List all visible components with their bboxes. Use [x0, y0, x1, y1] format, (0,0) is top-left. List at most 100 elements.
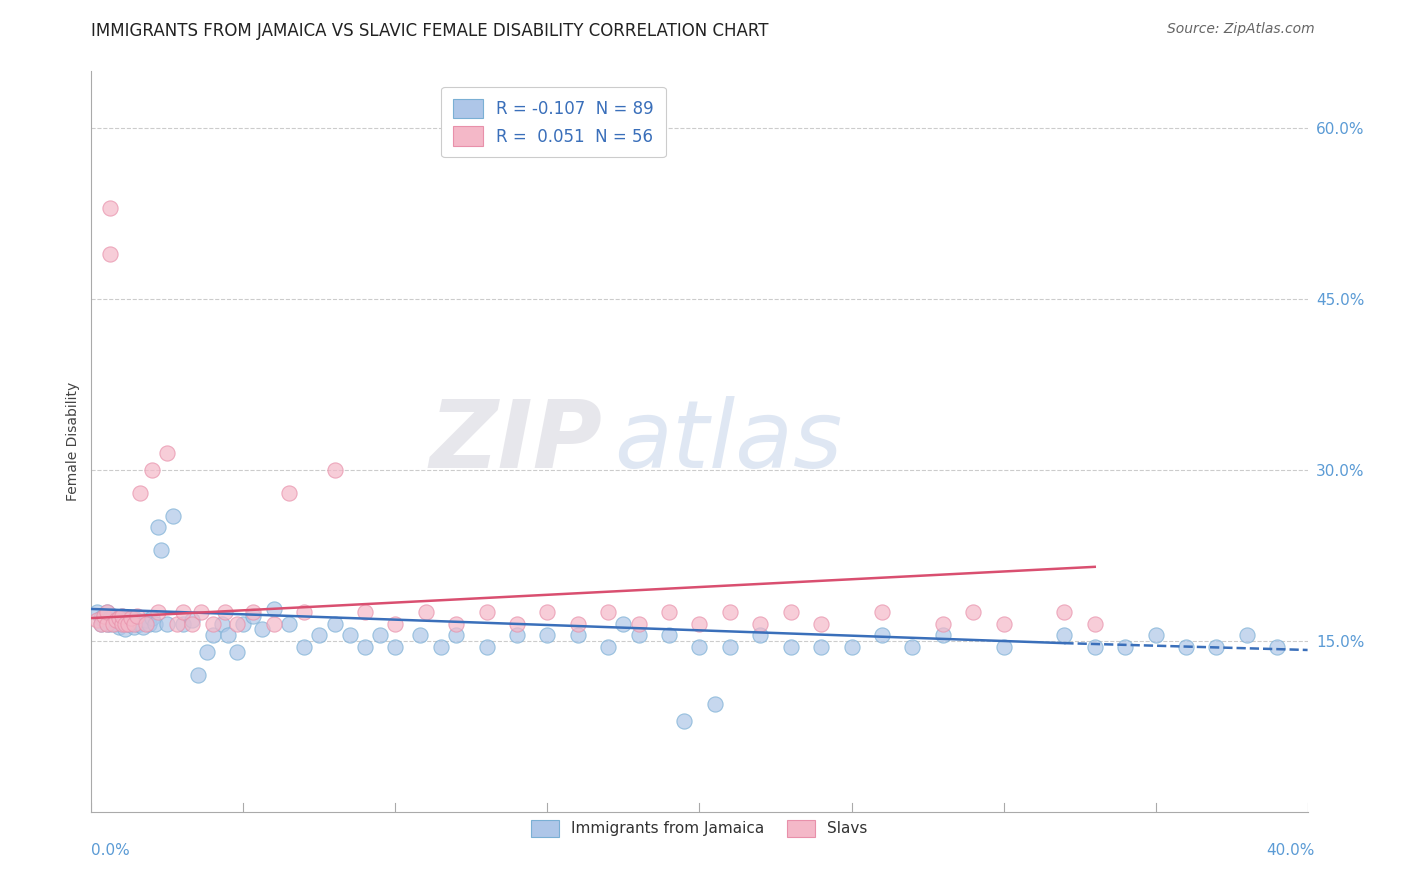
- Point: [263, 602, 285, 616]
- Point: [98, 246, 121, 260]
- Point: [250, 623, 273, 637]
- Point: [444, 616, 467, 631]
- Point: [536, 606, 558, 620]
- Text: 0.0%: 0.0%: [91, 843, 131, 858]
- Point: [1053, 606, 1076, 620]
- Point: [150, 542, 173, 557]
- Point: [384, 640, 406, 654]
- Y-axis label: Female Disability: Female Disability: [66, 382, 80, 501]
- Point: [122, 611, 145, 625]
- Point: [1174, 640, 1197, 654]
- Point: [195, 645, 218, 659]
- Point: [93, 608, 115, 623]
- Point: [143, 616, 166, 631]
- Point: [1265, 640, 1288, 654]
- Point: [107, 620, 129, 634]
- Point: [658, 628, 681, 642]
- Point: [114, 613, 136, 627]
- Point: [993, 616, 1015, 631]
- Text: 40.0%: 40.0%: [1267, 843, 1315, 858]
- Point: [567, 628, 589, 642]
- Point: [226, 645, 249, 659]
- Point: [1205, 640, 1227, 654]
- Text: Source: ZipAtlas.com: Source: ZipAtlas.com: [1167, 22, 1315, 37]
- Point: [536, 628, 558, 642]
- Point: [567, 616, 589, 631]
- Point: [384, 616, 406, 631]
- Point: [749, 616, 772, 631]
- Point: [612, 616, 634, 631]
- Point: [111, 608, 134, 623]
- Point: [117, 611, 139, 625]
- Point: [104, 613, 127, 627]
- Point: [132, 620, 155, 634]
- Point: [202, 628, 225, 642]
- Point: [718, 606, 741, 620]
- Point: [117, 616, 139, 631]
- Point: [180, 613, 202, 627]
- Point: [506, 616, 529, 631]
- Point: [129, 616, 152, 631]
- Point: [409, 628, 432, 642]
- Point: [278, 485, 301, 500]
- Point: [125, 613, 148, 627]
- Point: [122, 620, 145, 634]
- Point: [993, 640, 1015, 654]
- Point: [141, 611, 163, 625]
- Point: [214, 606, 236, 620]
- Point: [180, 616, 202, 631]
- Point: [172, 616, 194, 631]
- Point: [111, 613, 134, 627]
- Point: [444, 628, 467, 642]
- Point: [96, 606, 118, 620]
- Point: [870, 606, 893, 620]
- Point: [779, 640, 801, 654]
- Point: [870, 628, 893, 642]
- Point: [98, 201, 121, 215]
- Point: [129, 485, 152, 500]
- Point: [703, 697, 725, 711]
- Point: [101, 608, 124, 623]
- Point: [156, 446, 179, 460]
- Point: [98, 611, 121, 625]
- Point: [962, 606, 984, 620]
- Point: [217, 628, 239, 642]
- Point: [292, 606, 315, 620]
- Point: [107, 611, 129, 625]
- Point: [135, 616, 157, 631]
- Point: [89, 616, 111, 631]
- Point: [89, 616, 111, 631]
- Point: [148, 606, 170, 620]
- Point: [475, 606, 498, 620]
- Text: ZIP: ZIP: [429, 395, 602, 488]
- Point: [779, 606, 801, 620]
- Point: [354, 606, 377, 620]
- Point: [190, 606, 212, 620]
- Point: [135, 613, 157, 627]
- Point: [93, 608, 115, 623]
- Point: [93, 613, 115, 627]
- Legend: Immigrants from Jamaica, Slavs: Immigrants from Jamaica, Slavs: [524, 812, 875, 845]
- Point: [89, 611, 111, 625]
- Point: [101, 616, 124, 631]
- Point: [96, 606, 118, 620]
- Point: [1053, 628, 1076, 642]
- Point: [810, 640, 832, 654]
- Point: [162, 508, 184, 523]
- Point: [202, 616, 225, 631]
- Point: [598, 606, 620, 620]
- Point: [475, 640, 498, 654]
- Point: [688, 616, 710, 631]
- Point: [627, 616, 650, 631]
- Point: [114, 616, 136, 631]
- Point: [749, 628, 772, 642]
- Point: [111, 616, 134, 631]
- Point: [107, 611, 129, 625]
- Point: [111, 608, 134, 623]
- Point: [166, 616, 188, 631]
- Point: [598, 640, 620, 654]
- Point: [86, 613, 108, 627]
- Point: [242, 608, 264, 623]
- Point: [278, 616, 301, 631]
- Point: [211, 616, 233, 631]
